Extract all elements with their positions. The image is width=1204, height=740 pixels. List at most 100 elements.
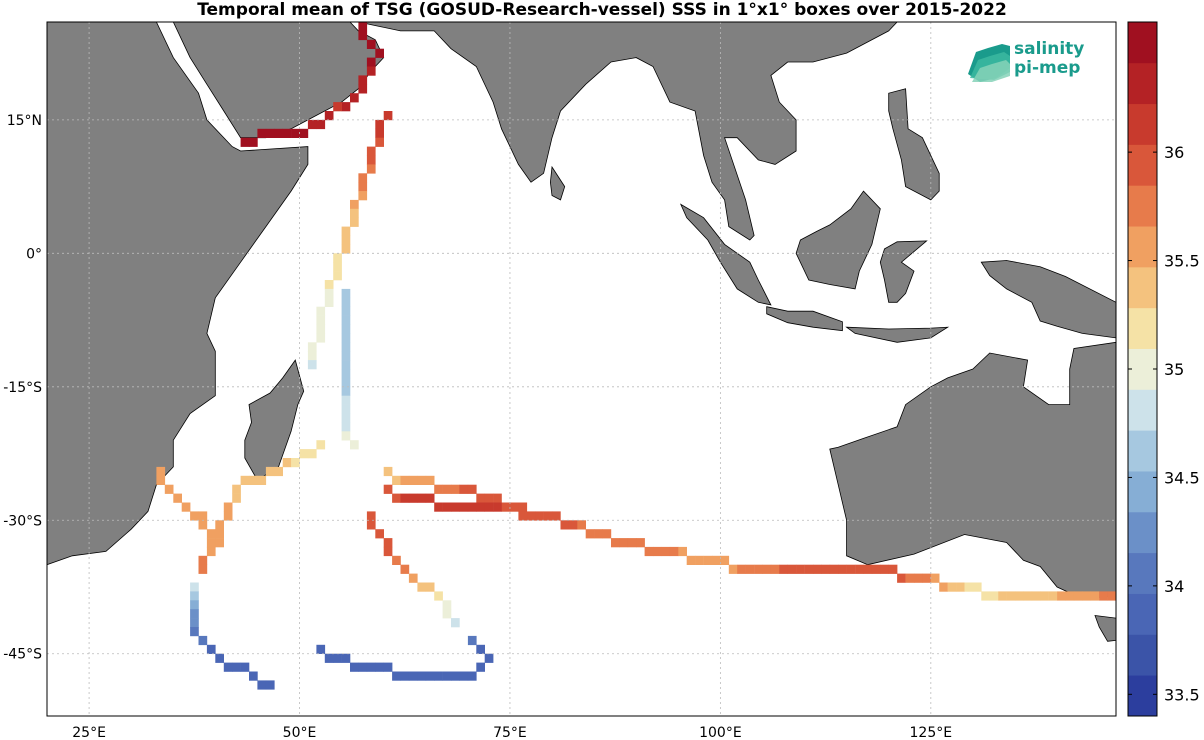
sss-cell [392,671,401,681]
sss-cell [442,609,452,619]
sss-cell [240,662,250,672]
sss-cell [408,475,418,485]
colorbar-segment [1128,307,1157,349]
sss-cell [375,137,384,147]
sulawesi-landmass [879,240,928,303]
sss-cell [981,591,990,601]
sss-cell [720,555,730,565]
sss-cell [341,377,351,388]
sss-cell [198,520,208,530]
sss-cell [190,627,199,637]
sss-cell [585,529,595,539]
sss-cell [1031,591,1041,601]
sss-cell [206,529,216,539]
sss-cell [417,475,427,485]
sss-cell [703,555,713,565]
sss-cell [510,502,519,512]
sss-cell [316,119,326,130]
sss-cell [206,644,216,654]
sss-cell [484,502,494,512]
logo-line-1: salinity [1014,39,1085,59]
sss-cell [350,208,359,218]
sss-cell [350,217,359,227]
sss-cell [636,538,645,548]
sss-cell [678,546,687,557]
sss-cell [341,102,351,112]
sss-cell [451,618,460,628]
sss-cell [577,520,586,530]
colorbar-tick-label: 34 [1164,577,1184,596]
sss-cell [341,360,351,370]
sss-cell [307,360,317,370]
sss-cell [215,538,224,548]
sss-cell [324,288,334,299]
sss-cell [383,466,393,477]
sss-cell [358,84,368,94]
sss-cell [358,191,368,201]
sss-cell [611,538,620,548]
borneo-landmass [795,190,881,290]
sss-cell [434,502,443,512]
sss-cell [476,662,485,672]
sss-cell [501,502,511,512]
sri-lanka-landmass [549,165,566,201]
lon-tick-label: 25°E [72,725,106,740]
sss-cell [400,671,410,681]
sss-cell [518,511,528,521]
sss-cell [425,671,435,681]
sss-cell [198,635,208,646]
colorbar-tick-label: 34.5 [1164,468,1200,487]
sss-cell [467,484,477,494]
sss-cell [838,564,847,574]
sss-cell [358,30,368,41]
sss-cell [535,511,544,521]
sss-cell [905,573,915,583]
sss-cell [358,75,368,85]
lon-tick-label: 100°E [699,725,742,740]
colorbar-tick-label: 33.5 [1164,685,1200,704]
sss-cell [366,146,376,156]
sumatra-landmass [679,203,772,306]
sss-cell [1099,591,1108,601]
sss-cell [383,484,393,494]
sss-cell [375,529,384,539]
sss-cell [383,546,393,557]
sss-cell [240,137,250,147]
sss-cell [257,475,267,485]
sss-cell [425,475,435,485]
sss-cell [451,671,460,681]
lat-tick-label: -30°S [3,513,42,529]
sss-cell [232,493,241,503]
colorbar-segment [1128,348,1157,390]
sss-cell [476,502,485,512]
sss-cell [880,564,889,574]
pi-mep-wave-logo-icon [968,44,1010,82]
madagascar-landmass [244,359,305,481]
sss-cell [198,555,208,565]
sss-cell [493,493,502,503]
sss-cell [712,555,721,565]
sss-cell [914,573,923,583]
sss-cell [299,449,309,459]
sss-cell [619,538,629,548]
sss-cell [341,297,351,307]
sss-cell [1006,591,1016,601]
sss-cell [594,529,603,539]
sss-cell [333,653,342,663]
sss-cell [408,573,418,583]
sss-cell [232,484,241,494]
sss-cell [366,662,376,672]
sss-cell [291,458,300,468]
sss-cell [341,288,351,299]
sss-cell [274,128,283,138]
sss-cell [754,564,763,574]
sss-cell [215,653,224,663]
sss-cell [1090,591,1100,601]
sss-cell [316,440,326,450]
new-guinea-landmass [980,260,1116,339]
sss-cell [341,333,351,343]
sss-cell [316,333,326,343]
colorbar-segment [1128,552,1157,594]
sss-cell [467,635,477,646]
sss-cell [333,102,342,112]
